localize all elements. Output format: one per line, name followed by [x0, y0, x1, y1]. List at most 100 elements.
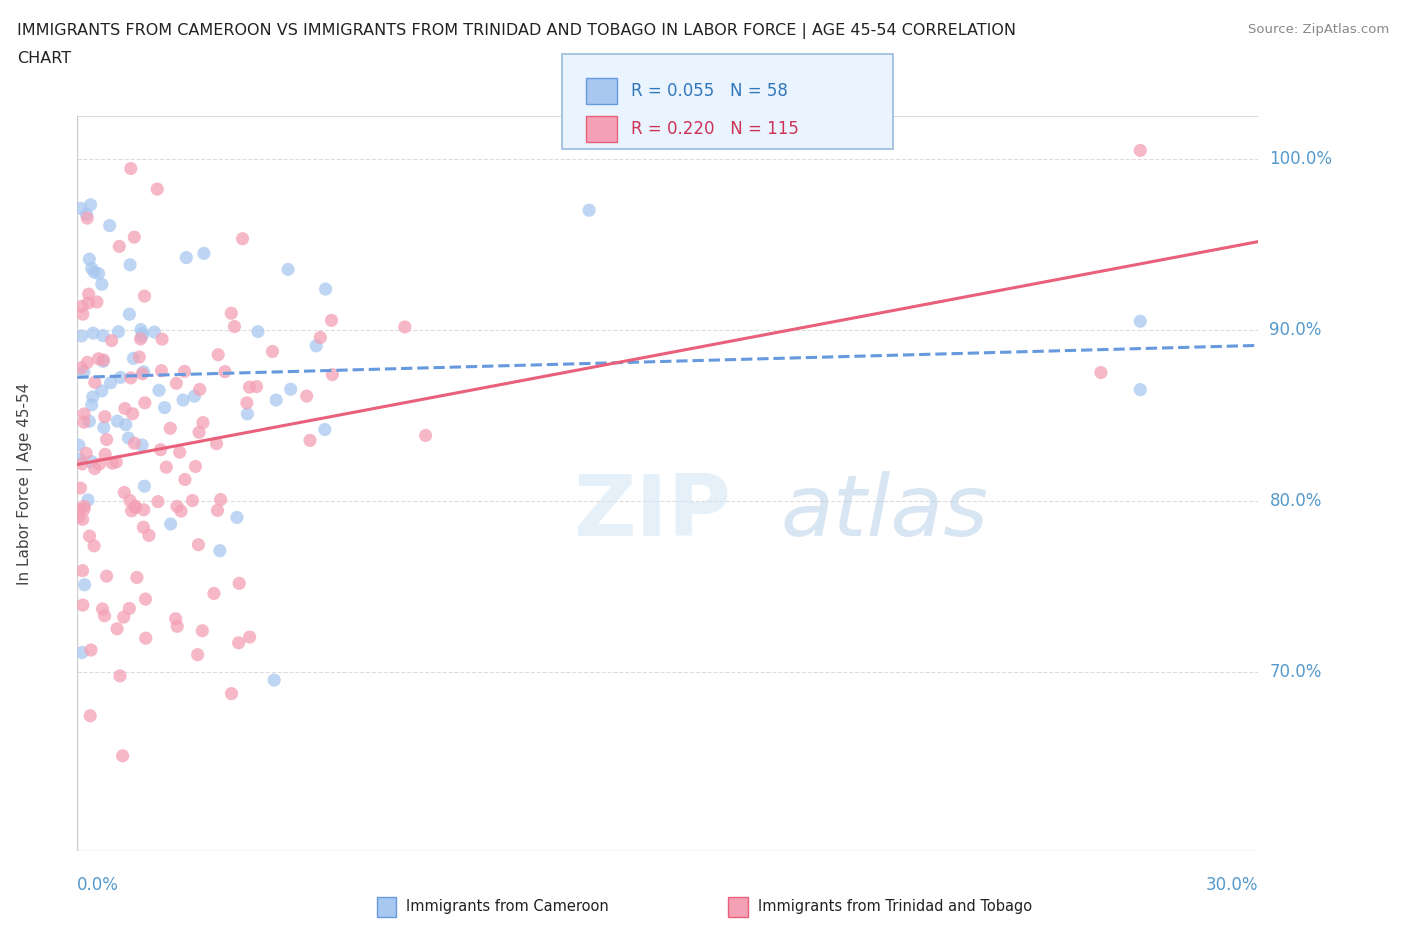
Point	[239, 630, 262, 644]
Point	[125, 570, 148, 585]
Point	[228, 576, 250, 591]
Text: 90.0%: 90.0%	[1270, 321, 1322, 339]
Point	[191, 623, 214, 638]
Point	[169, 445, 191, 459]
Point	[174, 472, 197, 487]
Point	[77, 493, 100, 508]
Point	[100, 376, 122, 391]
Point	[100, 333, 122, 348]
Point	[83, 538, 105, 553]
Point	[209, 492, 232, 507]
Point	[112, 610, 135, 625]
Point	[165, 376, 187, 391]
Point	[114, 418, 136, 432]
Point	[172, 392, 194, 407]
Point	[578, 203, 600, 218]
Point	[205, 436, 228, 451]
Point	[188, 425, 211, 440]
Point	[70, 645, 93, 660]
Point	[98, 219, 121, 233]
Point	[122, 351, 145, 365]
Point	[107, 325, 129, 339]
Text: IMMIGRANTS FROM CAMEROON VS IMMIGRANTS FROM TRINIDAD AND TOBAGO IN LABOR FORCE |: IMMIGRANTS FROM CAMEROON VS IMMIGRANTS F…	[17, 23, 1017, 39]
Point	[118, 307, 141, 322]
Point	[315, 282, 337, 297]
Point	[134, 479, 156, 494]
Point	[76, 206, 98, 221]
Point	[86, 295, 108, 310]
Point	[224, 319, 246, 334]
Point	[94, 409, 117, 424]
Point	[82, 390, 104, 405]
Point	[184, 459, 207, 474]
Point	[93, 352, 115, 367]
Point	[159, 421, 181, 436]
Point	[70, 457, 93, 472]
Text: atlas: atlas	[780, 472, 988, 554]
Point	[73, 578, 96, 592]
Text: 80.0%: 80.0%	[1270, 492, 1322, 510]
Point	[132, 365, 155, 379]
Point	[415, 428, 437, 443]
Point	[394, 320, 416, 335]
Point	[321, 312, 343, 327]
Point	[298, 433, 321, 448]
Text: Immigrants from Trinidad and Tobago: Immigrants from Trinidad and Tobago	[758, 899, 1032, 914]
Point	[76, 211, 98, 226]
Point	[187, 647, 209, 662]
Point	[73, 415, 96, 430]
Point	[72, 598, 94, 613]
Point	[83, 461, 105, 476]
Point	[146, 181, 169, 196]
Point	[202, 586, 225, 601]
Point	[187, 538, 209, 552]
Point	[76, 355, 98, 370]
Point	[245, 379, 267, 394]
Point	[228, 635, 250, 650]
Point	[69, 452, 91, 467]
Point	[87, 266, 110, 281]
Point	[111, 749, 134, 764]
Point	[305, 339, 328, 353]
Point	[73, 501, 96, 516]
Text: 100.0%: 100.0%	[1270, 150, 1333, 168]
Point	[124, 436, 146, 451]
Point	[80, 454, 103, 469]
Point	[121, 406, 143, 421]
Point	[132, 502, 155, 517]
Point	[117, 431, 139, 445]
Point	[118, 493, 141, 508]
Point	[94, 447, 117, 462]
Point	[89, 457, 111, 472]
Point	[108, 669, 131, 684]
Point	[295, 389, 318, 404]
Point	[79, 197, 101, 212]
Point	[226, 510, 249, 525]
Point	[120, 161, 142, 176]
Text: R = 0.055   N = 58: R = 0.055 N = 58	[631, 82, 789, 100]
Point	[80, 643, 103, 658]
Point	[134, 591, 156, 606]
Point	[236, 395, 259, 410]
Point	[166, 498, 188, 513]
Point	[69, 501, 91, 516]
Point	[82, 326, 104, 340]
Point	[129, 322, 152, 337]
Point	[150, 364, 173, 379]
Point	[309, 330, 332, 345]
Point	[73, 365, 96, 379]
Point	[67, 438, 90, 453]
Point	[79, 709, 101, 724]
Point	[135, 631, 157, 645]
Point	[101, 24, 124, 39]
Point	[166, 618, 188, 633]
Text: ZIP: ZIP	[574, 472, 731, 554]
Point	[321, 367, 343, 382]
Point	[131, 329, 153, 344]
Point	[134, 288, 156, 303]
Text: Source: ZipAtlas.com: Source: ZipAtlas.com	[1249, 23, 1389, 36]
Point	[143, 325, 166, 339]
Point	[101, 456, 124, 471]
Point	[159, 516, 181, 531]
Point	[150, 332, 173, 347]
